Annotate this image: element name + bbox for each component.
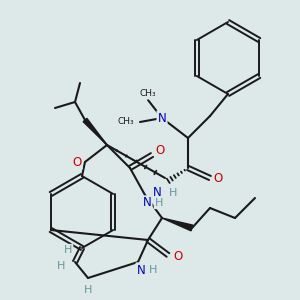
Text: O: O	[155, 145, 165, 158]
Text: N: N	[153, 187, 161, 200]
Text: H: H	[64, 245, 72, 255]
Text: N: N	[158, 112, 166, 124]
Text: N: N	[142, 196, 152, 209]
Text: N: N	[136, 263, 146, 277]
Text: O: O	[72, 155, 82, 169]
Text: CH₃: CH₃	[140, 89, 156, 98]
Text: H: H	[155, 198, 163, 208]
Text: O: O	[173, 250, 183, 263]
Polygon shape	[83, 118, 107, 145]
Text: O: O	[213, 172, 223, 184]
Text: H: H	[84, 285, 92, 295]
Text: H: H	[169, 188, 177, 198]
Text: H: H	[149, 265, 157, 275]
Polygon shape	[162, 218, 193, 231]
Text: H: H	[57, 261, 65, 271]
Text: CH₃: CH₃	[117, 118, 134, 127]
